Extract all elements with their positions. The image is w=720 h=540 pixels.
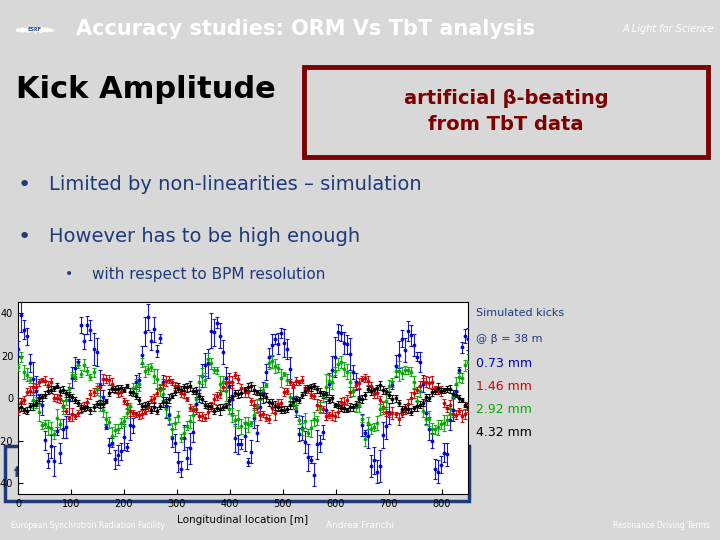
Text: Resonance Driving Terms: Resonance Driving Terms — [613, 521, 709, 530]
Text: 1.46 mm: 1.46 mm — [477, 380, 532, 393]
Text: Accuracy studies: ORM Vs TbT analysis: Accuracy studies: ORM Vs TbT analysis — [76, 19, 535, 39]
Text: from L. Malina’s talk, LER workshop 2018 @ CERN: from L. Malina’s talk, LER workshop 2018… — [14, 466, 405, 480]
Text: •: • — [18, 176, 31, 195]
Text: Kick Amplitude: Kick Amplitude — [16, 75, 276, 104]
Circle shape — [25, 29, 44, 31]
Text: @ β = 38 m: @ β = 38 m — [477, 334, 543, 344]
Text: European Synchrotron Radiation Facility: European Synchrotron Radiation Facility — [11, 521, 165, 530]
Text: •: • — [65, 267, 73, 281]
Text: with respect to BPM resolution: with respect to BPM resolution — [92, 267, 325, 282]
Text: 4.32 mm: 4.32 mm — [477, 426, 532, 439]
Text: Simulated kicks: Simulated kicks — [477, 308, 564, 318]
Text: Decoherence and number of turns: Decoherence and number of turns — [92, 307, 356, 322]
Text: •: • — [65, 307, 73, 321]
Text: Andrea Franchi: Andrea Franchi — [326, 521, 394, 530]
Text: •: • — [18, 227, 31, 247]
FancyBboxPatch shape — [304, 67, 708, 157]
Text: A Light for Science: A Light for Science — [623, 24, 714, 34]
Text: 0.73 mm: 0.73 mm — [477, 357, 533, 370]
Text: However has to be high enough: However has to be high enough — [49, 227, 360, 246]
FancyBboxPatch shape — [5, 446, 469, 501]
X-axis label: Longitudinal location [m]: Longitudinal location [m] — [177, 515, 309, 524]
Text: ESRF: ESRF — [27, 28, 42, 32]
Text: 2.92 mm: 2.92 mm — [477, 403, 532, 416]
Text: artificial β-beating
from TbT data: artificial β-beating from TbT data — [404, 89, 608, 134]
Text: Limited by non-linearities – simulation: Limited by non-linearities – simulation — [49, 176, 422, 194]
